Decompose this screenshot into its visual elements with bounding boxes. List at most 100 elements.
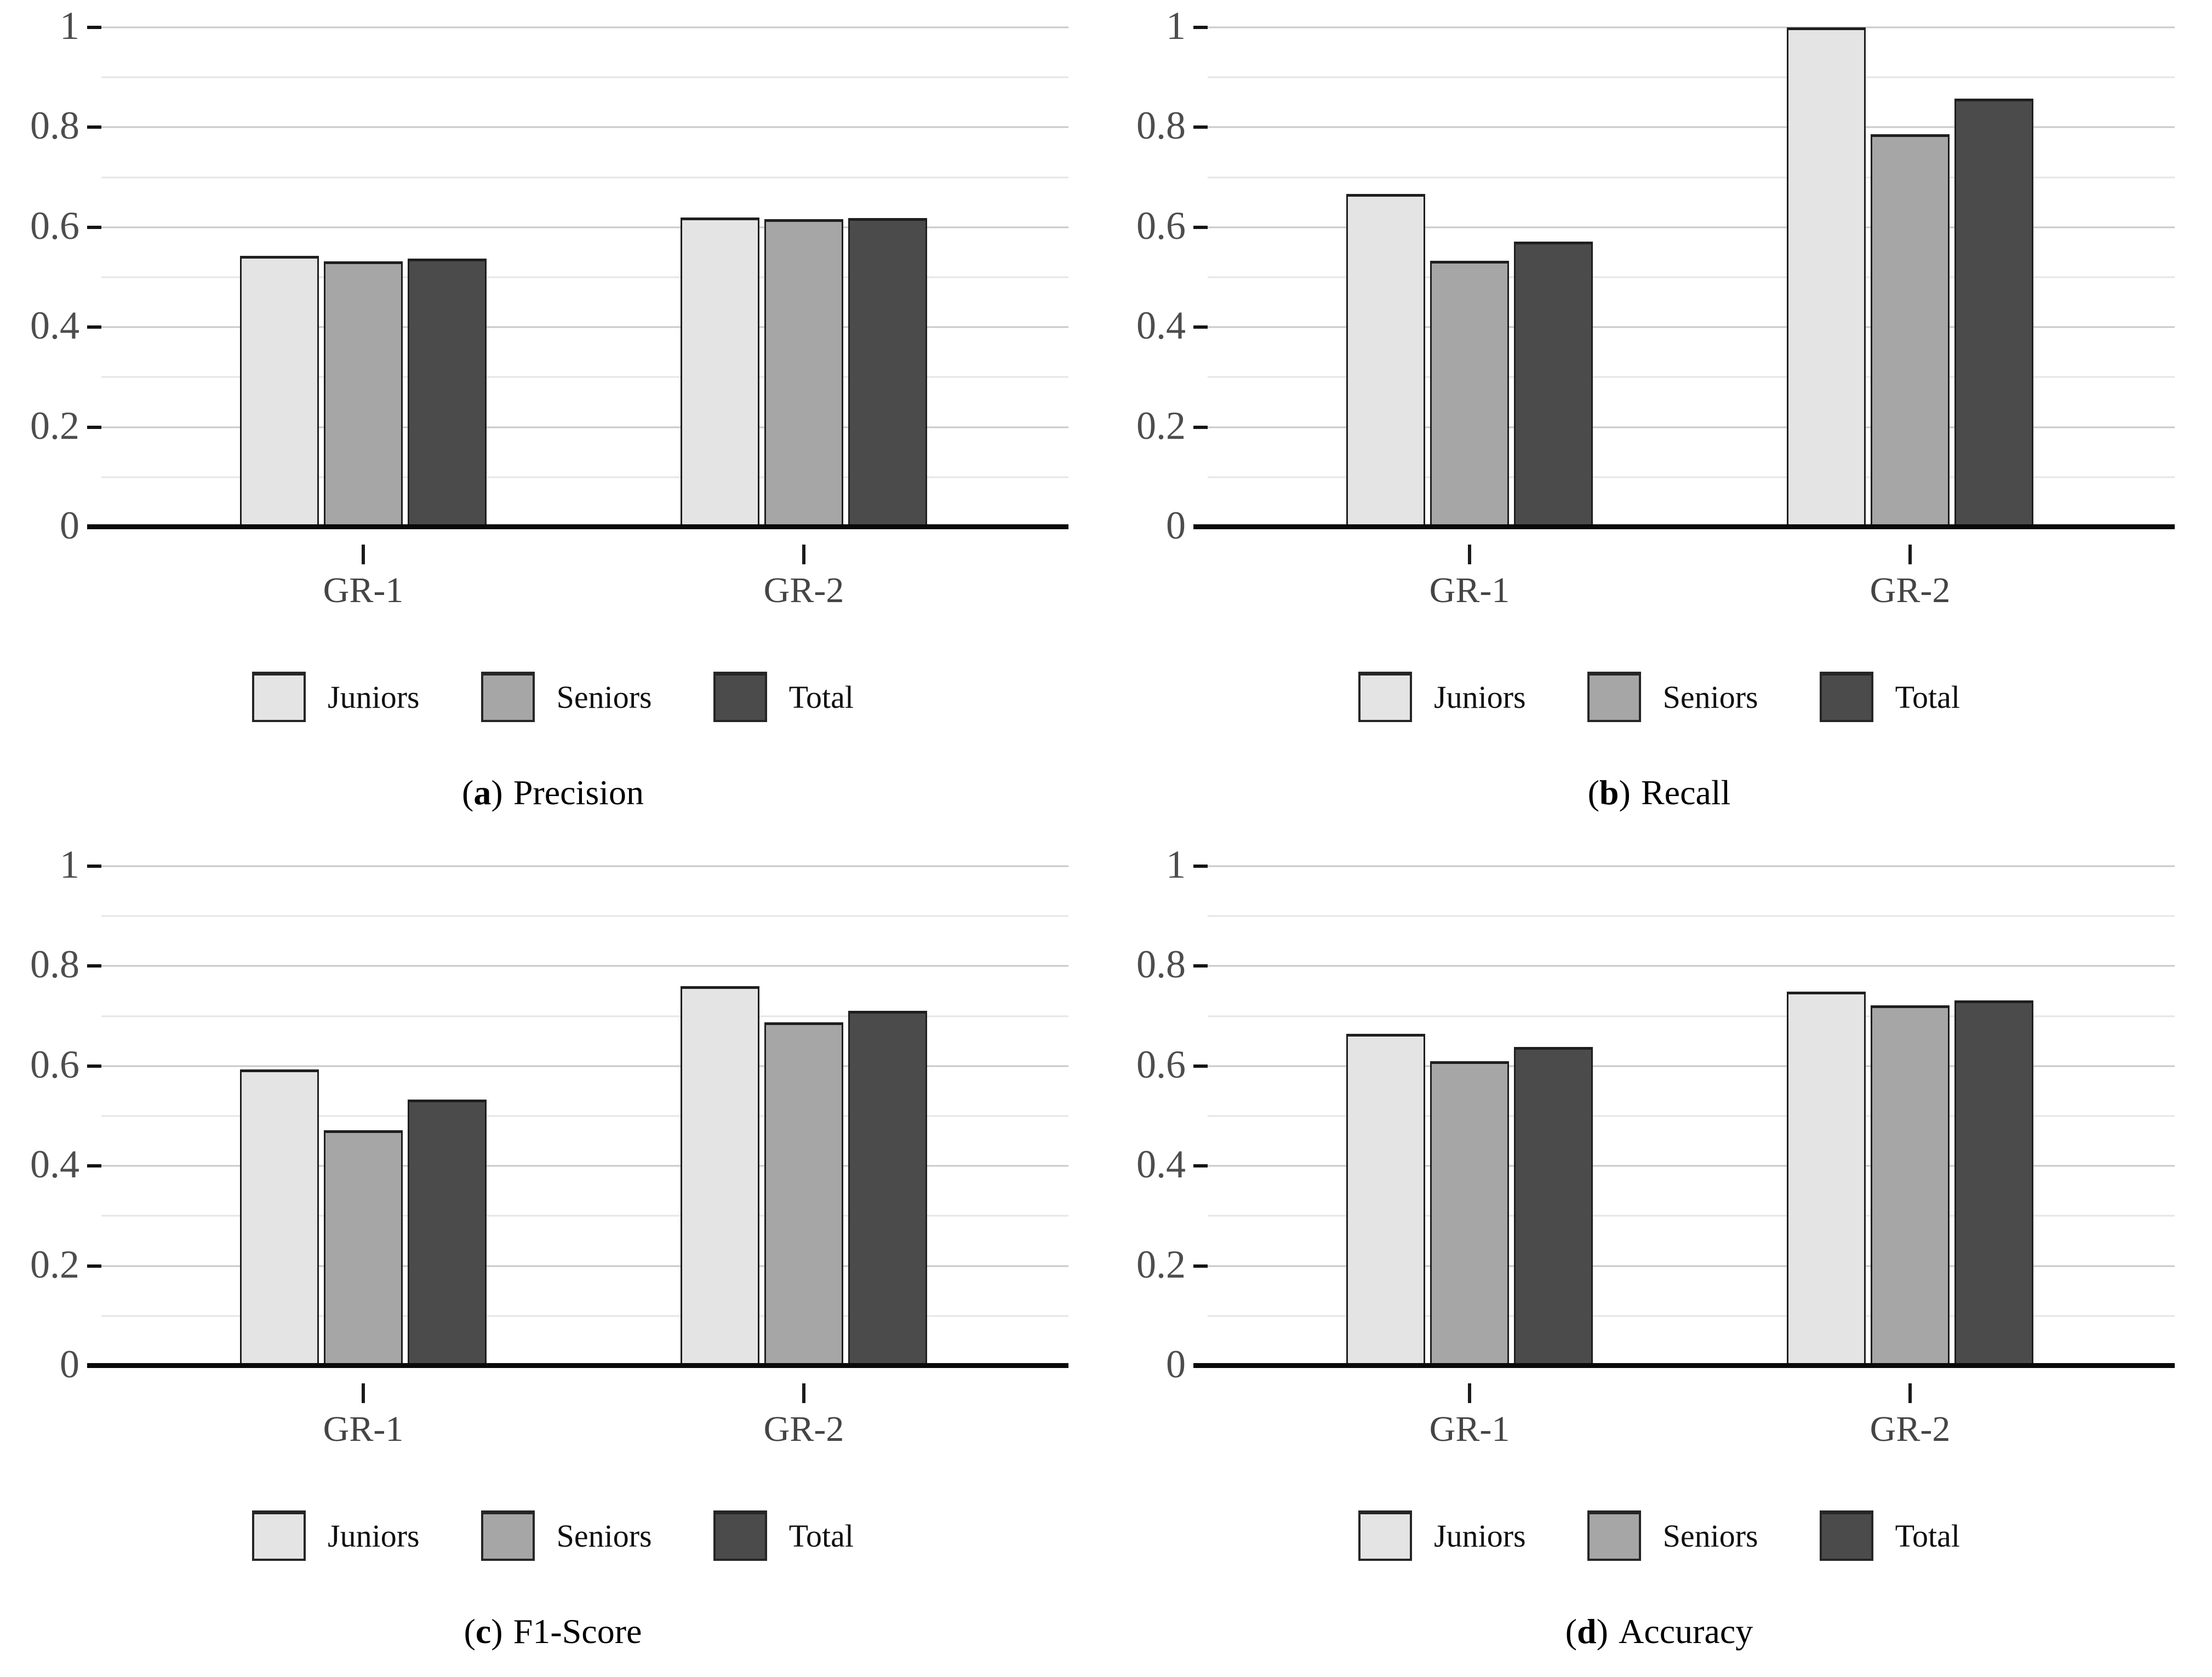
legend-item-total: Total — [713, 672, 854, 722]
legend-precision: Juniors Seniors Total — [0, 671, 1106, 723]
major-gridline — [101, 1165, 1068, 1167]
major-gridline — [101, 1065, 1068, 1067]
major-gridline — [101, 1265, 1068, 1267]
minor-gridline — [1208, 276, 2175, 278]
y-tick-label: 0.8 — [30, 942, 79, 987]
major-gridline — [1208, 1265, 2175, 1267]
minor-gridline — [101, 1015, 1068, 1017]
minor-gridline — [101, 276, 1068, 278]
y-tick-label: 0.6 — [1136, 1042, 1186, 1086]
legend-label: Juniors — [328, 679, 420, 715]
y-tick-label: 0 — [1166, 503, 1186, 548]
legend-swatch-seniors — [1587, 1510, 1641, 1561]
x-tick-label: GR-2 — [763, 570, 844, 610]
legend-label: Total — [788, 679, 854, 715]
legend-swatch-seniors — [481, 1510, 535, 1561]
x-tick-label: GR-2 — [1870, 570, 1951, 610]
minor-gridline — [1208, 1315, 2175, 1317]
legend-label: Seniors — [1662, 1518, 1758, 1554]
caption-paren-open: ( — [1587, 773, 1599, 812]
legend-item-seniors: Seniors — [481, 672, 652, 722]
major-gridline — [1208, 326, 2175, 328]
x-axis-tick — [802, 545, 805, 564]
legend-swatch-seniors — [481, 672, 535, 722]
bar-juniors-gr-2 — [1787, 27, 1866, 527]
x-axis-line — [1193, 1363, 2175, 1368]
legend-label: Total — [788, 1518, 854, 1554]
minor-gridline — [101, 1215, 1068, 1217]
y-tick-label: 0 — [60, 503, 79, 548]
legend-label: Seniors — [556, 679, 652, 715]
legend-label: Juniors — [1434, 1518, 1526, 1554]
major-gridline — [1208, 1165, 2175, 1167]
minor-gridline — [101, 1115, 1068, 1117]
major-gridline — [1208, 865, 2175, 867]
y-axis-tick — [87, 26, 101, 29]
x-axis-tick — [1468, 1383, 1471, 1403]
y-axis-tick — [1193, 125, 1208, 129]
caption-letter: b — [1599, 773, 1619, 812]
y-tick-label: 1 — [60, 843, 79, 887]
legend-f1-score: Juniors Seniors Total — [0, 1509, 1106, 1562]
legend-label: Seniors — [1662, 679, 1758, 715]
y-axis-tick — [1193, 425, 1208, 429]
major-gridline — [101, 126, 1068, 128]
y-tick-label: 1 — [60, 4, 79, 48]
caption-title: Accuracy — [1619, 1612, 1753, 1651]
x-tick-label: GR-1 — [1429, 1409, 1510, 1449]
y-tick-label: 0.4 — [30, 304, 79, 348]
major-gridline — [1208, 965, 2175, 967]
minor-gridline — [101, 76, 1068, 78]
minor-gridline — [101, 376, 1068, 378]
legend-label: Seniors — [556, 1518, 652, 1554]
bar-seniors-gr-1 — [324, 261, 403, 527]
major-gridline — [101, 426, 1068, 428]
minor-gridline — [101, 476, 1068, 478]
bar-seniors-gr-1 — [324, 1130, 403, 1366]
y-tick-label: 1 — [1166, 4, 1186, 48]
caption-precision: (a) Precision — [0, 773, 1106, 812]
y-tick-label: 0.2 — [30, 403, 79, 448]
major-gridline — [101, 326, 1068, 328]
panel-recall: 0 0.2 0.4 0.6 0.8 1 GR-1 GR-2 Juniors Seniors Tot… — [1106, 0, 2212, 838]
x-tick-label: GR-1 — [323, 1409, 404, 1449]
caption-letter: a — [473, 773, 491, 812]
y-axis-tick — [87, 1064, 101, 1068]
major-gridline — [1208, 226, 2175, 228]
bar-total-gr-2 — [1954, 1000, 2033, 1366]
legend-item-juniors: Juniors — [252, 1510, 420, 1561]
bar-juniors-gr-1 — [240, 256, 319, 527]
minor-gridline — [1208, 176, 2175, 179]
caption-accuracy: (d) Accuracy — [1106, 1612, 2212, 1651]
minor-gridline — [1208, 915, 2175, 917]
y-axis-tick — [87, 125, 101, 129]
bar-juniors-gr-1 — [240, 1069, 319, 1366]
panel-precision: 0 0.2 0.4 0.6 0.8 1 GR-1 GR-2 Juniors Seniors Tot… — [0, 0, 1106, 838]
minor-gridline — [101, 915, 1068, 917]
legend-label: Total — [1895, 1518, 1960, 1554]
caption-recall: (b) Recall — [1106, 773, 2212, 812]
legend-swatch-seniors — [1587, 672, 1641, 722]
legend-swatch-total — [1819, 1510, 1873, 1561]
legend-item-seniors: Seniors — [481, 1510, 652, 1561]
y-axis-tick — [87, 325, 101, 329]
y-axis-tick — [1193, 865, 1208, 868]
plot-area-f1-score: 0 0.2 0.4 0.6 0.8 1 GR-1 GR-2 — [30, 845, 1068, 1449]
caption-paren-close: ) — [1596, 1612, 1608, 1651]
plot-area-precision: 0 0.2 0.4 0.6 0.8 1 GR-1 GR-2 — [30, 6, 1068, 610]
major-gridline — [101, 865, 1068, 867]
legend-item-total: Total — [713, 1510, 854, 1561]
caption-paren-open: ( — [1565, 1612, 1577, 1651]
y-axis-tick — [1193, 325, 1208, 329]
bar-total-gr-2 — [848, 1011, 927, 1366]
y-tick-label: 0.4 — [1136, 1142, 1186, 1187]
bar-juniors-gr-1 — [1346, 1034, 1425, 1366]
x-axis-line — [87, 1363, 1068, 1368]
caption-paren-close: ) — [491, 1612, 503, 1651]
y-tick-label: 0.2 — [30, 1242, 79, 1286]
panel-accuracy: 0 0.2 0.4 0.6 0.8 1 GR-1 GR-2 Juniors Seniors Tot… — [1106, 839, 2212, 1677]
bar-seniors-gr-2 — [1871, 134, 1950, 527]
minor-gridline — [1208, 1215, 2175, 1217]
caption-paren-close: ) — [491, 773, 503, 812]
caption-letter: d — [1577, 1612, 1597, 1651]
